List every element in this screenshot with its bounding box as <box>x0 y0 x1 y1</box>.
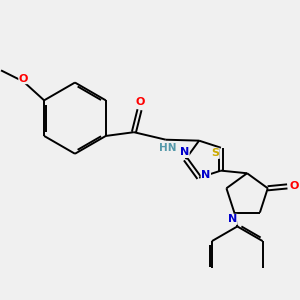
Text: N: N <box>201 170 211 180</box>
Text: O: O <box>289 182 299 191</box>
Text: S: S <box>211 148 219 158</box>
Text: HN: HN <box>159 143 176 153</box>
Text: N: N <box>228 214 237 224</box>
Text: O: O <box>19 74 28 84</box>
Text: O: O <box>136 97 145 107</box>
Text: N: N <box>180 147 189 158</box>
